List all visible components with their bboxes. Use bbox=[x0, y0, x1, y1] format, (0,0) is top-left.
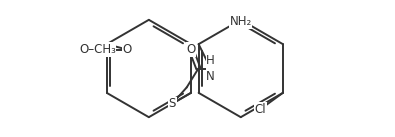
Text: S: S bbox=[169, 97, 176, 110]
Text: H
N: H N bbox=[206, 55, 215, 82]
Text: NH₂: NH₂ bbox=[229, 15, 252, 28]
Text: O–CH₃: O–CH₃ bbox=[79, 43, 116, 56]
Text: O: O bbox=[186, 43, 196, 56]
Text: Cl: Cl bbox=[255, 103, 266, 115]
Text: O: O bbox=[122, 43, 132, 56]
